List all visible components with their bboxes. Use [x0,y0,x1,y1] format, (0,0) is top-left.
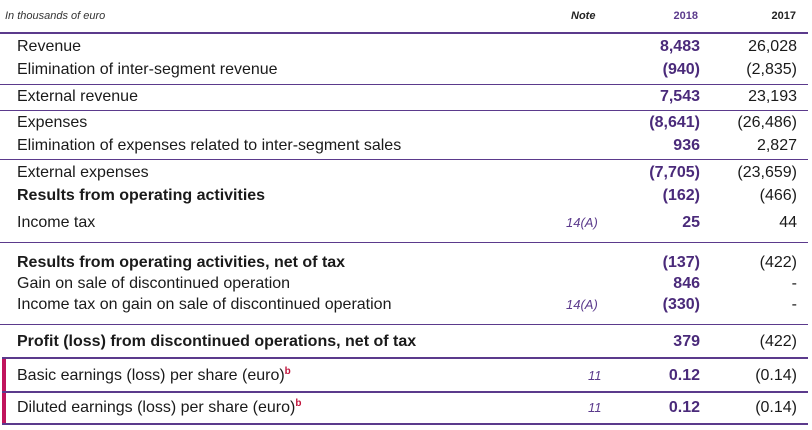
note-ref: 11 [588,400,602,415]
value-2018: 0.12 [668,399,700,416]
value-2017: (2,835) [746,61,797,78]
value-2017: - [791,296,797,313]
note-ref: 14(A) [566,215,598,230]
value-2017: (422) [759,333,797,350]
row-label: Profit (loss) from discontinued operatio… [17,333,417,350]
year-2017-header: 2017 [771,10,796,22]
row-label: Results from operating activities, net o… [17,254,346,271]
footnote-marker: b [284,366,291,377]
row-label: Basic earnings (loss) per share (euro)b [17,366,291,385]
value-2018: 0.12 [668,367,700,384]
table-row: Elimination of expenses related to inter… [0,136,808,156]
table-row: External expenses (7,705) (23,659) [0,163,808,183]
row-label: Revenue [17,38,82,55]
value-2017: 44 [779,214,797,231]
row-divider [0,159,808,160]
table-row: Income tax on gain on sale of discontinu… [0,295,808,315]
value-2018: 8,483 [659,38,700,55]
value-2018: 379 [673,333,700,350]
row-divider [0,84,808,85]
table-row: Basic earnings (loss) per share (euro)b … [0,366,808,386]
value-2017: 2,827 [756,137,797,154]
footnote-marker: b [295,398,302,409]
table-row: Results from operating activities, net o… [0,253,808,273]
value-2018: 846 [673,275,700,292]
value-2018: (137) [662,254,700,271]
row-label: Diluted earnings (loss) per share (euro)… [17,398,302,417]
header-divider [0,32,808,34]
value-2017: 23,193 [748,88,797,105]
table-row: Income tax 14(A) 25 44 [0,213,808,233]
unit-caption: In thousands of euro [5,10,106,22]
value-2018: 7,543 [659,88,700,105]
eps-row-divider [2,391,808,393]
value-2018: 936 [673,137,700,154]
table-row: Gain on sale of discontinued operation 8… [0,274,808,294]
row-label: Gain on sale of discontinued operation [17,275,291,292]
eps-section-divider [2,357,808,359]
table-row: Expenses (8,641) (26,486) [0,113,808,133]
note-column-header: Note [571,10,596,22]
table-row: Profit (loss) from discontinued operatio… [0,332,808,352]
row-label: Elimination of expenses related to inter… [17,137,402,154]
row-label: Results from operating activities [17,187,266,204]
value-2018: (940) [662,61,700,78]
table-row: Revenue 8,483 26,028 [0,37,808,57]
value-2018: (7,705) [649,164,700,181]
value-2018: (162) [662,187,700,204]
row-label: Elimination of inter-segment revenue [17,61,278,78]
row-label: External expenses [17,164,149,181]
value-2018: (330) [662,296,700,313]
row-divider [0,110,808,111]
value-2017: 26,028 [748,38,797,55]
row-label: Income tax [17,214,96,231]
value-2018: (8,641) [649,114,700,131]
value-2017: (0.14) [755,367,797,384]
table-row: Elimination of inter-segment revenue (94… [0,60,808,80]
value-2017: (466) [759,187,797,204]
note-ref: 11 [588,368,602,383]
table-row: Results from operating activities (162) … [0,186,808,206]
value-2018: 25 [682,214,700,231]
note-ref: 14(A) [566,297,598,312]
value-2017: (23,659) [737,164,797,181]
table-row: External revenue 7,543 23,193 [0,87,808,107]
table-header: In thousands of euro Note 2018 2017 [0,0,812,30]
value-2017: (422) [759,254,797,271]
row-label: External revenue [17,88,138,105]
row-divider [0,242,808,243]
table-row: Diluted earnings (loss) per share (euro)… [0,398,808,418]
value-2017: (0.14) [755,399,797,416]
year-2018-header: 2018 [673,10,698,22]
table-bottom-border [2,423,808,425]
row-divider [0,324,808,325]
row-label: Income tax on gain on sale of discontinu… [17,296,392,313]
value-2017: (26,486) [737,114,797,131]
row-label: Expenses [17,114,88,131]
value-2017: - [791,275,797,292]
